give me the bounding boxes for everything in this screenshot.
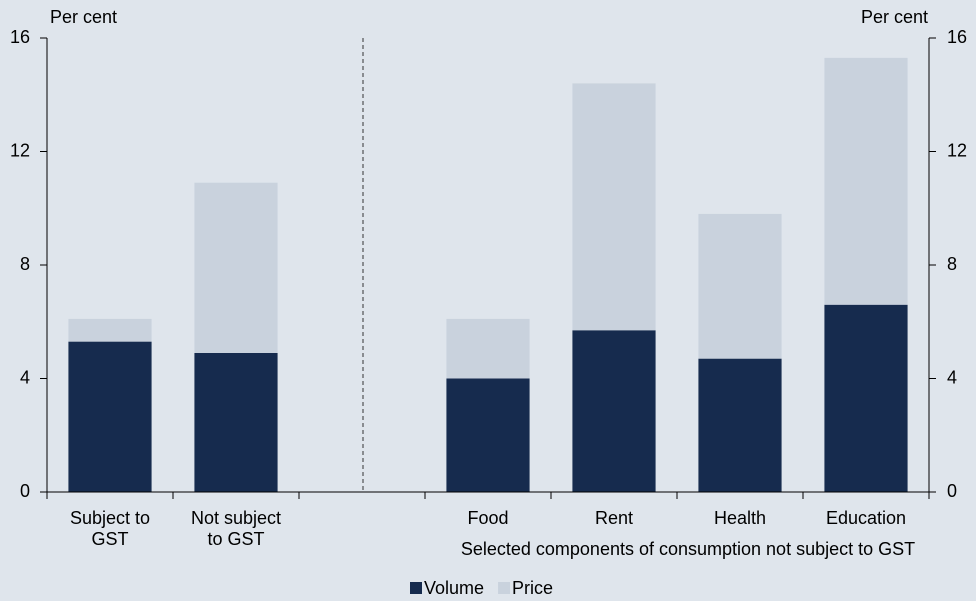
bar-segment [824,57,908,305]
bar-segment [824,304,908,492]
bar-segment [572,83,656,331]
y2-tick-label: 8 [947,254,957,274]
y2-tick-label: 4 [947,367,957,387]
y2-tick-label: 0 [947,481,957,501]
legend-label: Volume [424,578,484,598]
x-tick-label: Rent [594,508,634,528]
x-tick-label: Not subject to GST [190,508,282,549]
bar-segment [698,213,782,359]
y-tick-label: 16 [10,27,30,47]
legend-label: Price [512,578,553,598]
x-tick-label: Food [467,508,509,528]
y-tick-label: 12 [10,140,30,160]
bar-segment [446,378,530,492]
y-tick-label: 8 [20,254,30,274]
legend-swatch [498,582,511,594]
bar-segment [698,358,782,492]
y2-axis-title: Per cent [861,7,928,27]
y-tick-label: 4 [20,367,30,387]
bar-segment [446,318,530,379]
x-axis-title: Selected components of consumption not s… [461,539,915,559]
x-tick-label: Education [825,508,907,528]
bar-segment [572,330,656,492]
bar-segment [68,341,152,492]
x-tick-label: Subject to GST [69,508,151,549]
bar-segment [194,182,278,353]
y2-tick-label: 16 [947,27,967,47]
bar-segment [68,318,152,342]
x-tick-label: Health [713,508,767,528]
y-tick-label: 0 [20,481,30,501]
bar-segment [194,352,278,492]
y2-tick-label: 12 [947,140,967,160]
y-axis-title: Per cent [50,7,117,27]
legend-swatch [410,582,422,594]
